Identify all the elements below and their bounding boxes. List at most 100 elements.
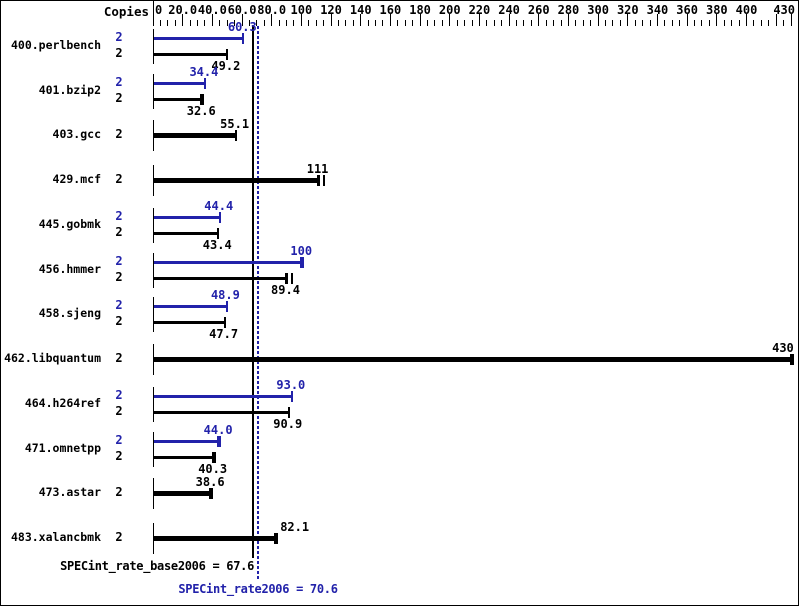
- bar-end-cap: [300, 257, 305, 268]
- axis-tick: [375, 20, 377, 26]
- axis-tick: [723, 20, 725, 26]
- bar-end-cap: [322, 175, 325, 186]
- axis-tick: [501, 20, 503, 26]
- axis-tick: [790, 14, 792, 26]
- axis-tick: [293, 20, 295, 26]
- bar-end-cap: [284, 273, 288, 284]
- axis-tick: [323, 20, 325, 26]
- bar-end-cap: [218, 212, 221, 223]
- axis-tick: [182, 14, 184, 26]
- axis-tick: [234, 20, 236, 26]
- benchmark-label: 464.h264ref: [24, 396, 101, 410]
- axis-tick: [775, 14, 777, 26]
- benchmark-label: 400.perlbench: [10, 38, 101, 52]
- group-axis-segment: [153, 120, 154, 151]
- bar-end-cap: [242, 33, 245, 44]
- axis-tick-label: 60.0: [227, 3, 257, 17]
- bar-end-cap: [217, 228, 220, 239]
- axis-tick: [686, 14, 688, 26]
- axis-tick: [530, 20, 532, 26]
- bar-end-cap: [211, 452, 216, 463]
- base-bar: [154, 411, 288, 414]
- base-value-label: 40.3: [198, 462, 228, 476]
- axis-tick: [745, 14, 747, 26]
- axis-tick: [189, 20, 191, 26]
- base-bar: [154, 232, 218, 235]
- axis-tick-label: 240: [498, 3, 520, 17]
- bar-end-cap: [200, 94, 205, 105]
- group-axis-segment: [153, 253, 154, 288]
- bar-end-cap: [273, 533, 278, 544]
- axis-tick-label: 20.0: [168, 3, 198, 17]
- basepeak-value-label: 38.6: [195, 475, 225, 489]
- bar-end-cap: [225, 301, 228, 312]
- axis-tick: [204, 20, 206, 26]
- group-axis-segment: [153, 29, 154, 64]
- peak-mean-line: [256, 26, 259, 579]
- axis-tick: [308, 20, 310, 26]
- axis-tick: [426, 20, 428, 26]
- bar-end-cap: [290, 273, 293, 284]
- copies-value: 2: [115, 209, 123, 223]
- group-axis-segment: [153, 74, 154, 109]
- axis-tick-label: 80.0: [257, 3, 287, 17]
- axis-tick-label: 100: [290, 3, 313, 17]
- benchmark-label: 401.bzip2: [38, 83, 101, 97]
- base-mean-line: [252, 26, 255, 558]
- copies-value: 2: [115, 388, 123, 402]
- axis-tick: [197, 20, 198, 26]
- axis-tick: [464, 20, 466, 26]
- copies-value: 2: [115, 127, 123, 141]
- copies-value: 2: [115, 254, 123, 268]
- axis-tick-label: 280: [557, 3, 580, 17]
- axis-tick: [553, 20, 555, 26]
- bar-end-cap: [217, 436, 222, 447]
- axis-tick: [760, 20, 762, 26]
- peak-value-label: 93.0: [276, 378, 306, 392]
- bar-end-cap: [209, 488, 214, 499]
- axis-tick-label: 260: [527, 3, 550, 17]
- axis-tick: [456, 20, 458, 26]
- axis-tick: [412, 20, 414, 26]
- axis-tick: [671, 20, 673, 26]
- axis-tick: [716, 14, 718, 26]
- axis-tick: [627, 14, 629, 26]
- axis-tick: [523, 20, 525, 26]
- axis-tick-label: 40.0: [197, 3, 227, 17]
- copies-value: 2: [115, 30, 123, 44]
- group-axis-segment: [153, 165, 154, 196]
- header-column-separator: [153, 1, 154, 26]
- base-bar: [154, 456, 213, 459]
- axis-tick: [441, 20, 443, 26]
- bar-end-cap: [204, 78, 207, 89]
- axis-tick: [330, 14, 332, 26]
- basepeak-value-label: 55.1: [220, 117, 250, 131]
- bar-end-cap: [316, 175, 320, 186]
- axis-tick: [783, 20, 785, 26]
- copies-value: 2: [115, 298, 123, 312]
- copies-value: 2: [115, 225, 123, 239]
- group-axis-segment: [153, 344, 154, 375]
- axis-tick: [360, 14, 362, 26]
- axis-tick: [271, 14, 273, 26]
- axis-tick-label: 400: [735, 3, 758, 17]
- axis-tick: [642, 20, 644, 26]
- axis-tick: [263, 20, 265, 26]
- axis-tick: [278, 20, 280, 26]
- benchmark-label: 462.libquantum: [4, 351, 101, 365]
- copies-value: 2: [115, 449, 123, 463]
- axis-tick: [152, 14, 154, 26]
- copies-value: 2: [115, 314, 123, 328]
- axis-tick-label: 430: [773, 3, 795, 17]
- axis-tick: [634, 20, 636, 26]
- copies-value: 2: [115, 530, 123, 544]
- axis-tick: [590, 20, 592, 26]
- basepeak-value-label: 430: [772, 341, 794, 355]
- axis-tick: [219, 20, 221, 26]
- benchmark-label: 473.astar: [38, 485, 101, 499]
- axis-tick: [174, 20, 176, 26]
- copies-column-header: Copies: [103, 4, 149, 19]
- axis-tick-label: 340: [646, 3, 669, 17]
- axis-tick: [612, 20, 614, 26]
- base-value-label: 89.4: [271, 283, 300, 297]
